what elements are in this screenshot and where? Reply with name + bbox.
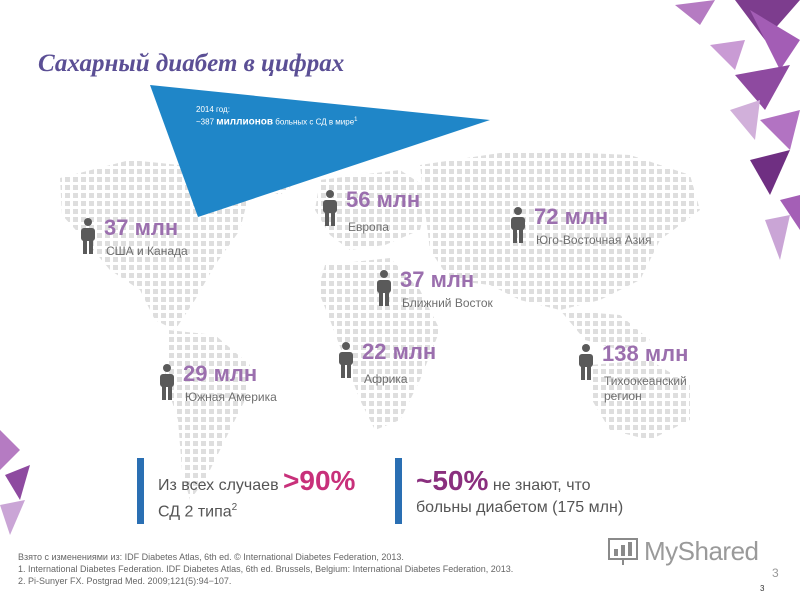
region-value: 29 млн [183,361,258,386]
person-icon [377,270,391,306]
region-label: Юго-Восточная Азия [536,233,652,247]
stat-right-value: ~50% [416,465,489,496]
stat-left-line1: Из всех случаев >90% [158,465,356,496]
person-icon [160,364,174,400]
stat-left: Из всех случаев >90% СД 2 типа2 [158,465,356,523]
page-title: Сахарный диабет в цифрах [38,50,345,77]
region-label: США и Канада [106,244,188,258]
stat-left-value: >90% [283,465,356,496]
region-label-line1: Тихоокеанский [604,374,687,388]
person-icon [511,207,525,243]
presentation-icon [608,537,638,565]
region-label: Европа [348,220,389,234]
callout-total: ~387 миллионов больных с СД в мире1 [196,116,358,128]
stat-right: ~50% не знают, что больны диабетом (175 … [416,465,624,519]
region-label: Тихоокеанский регион [604,374,687,404]
region-value: 138 млн [602,341,689,366]
stat-bar-right [395,458,402,524]
region-value: 22 млн [362,339,437,364]
person-icon [323,190,337,226]
stat-bar-left [137,458,144,524]
stat-right-line1: ~50% не знают, что [416,465,591,496]
decorative-triangles [0,430,30,535]
callout-triangle [150,85,490,217]
logo-text: MyShared [644,536,759,566]
page-number-small: 3 [760,584,765,593]
callout-text: 2014 год: ~387 миллионов больных с СД в … [196,104,358,128]
region-value: 72 млн [534,204,609,229]
region-label: Южная Америка [185,390,277,404]
person-icon [339,342,353,378]
stat-left-line2: СД 2 типа2 [158,502,238,521]
region-label: Ближний Восток [402,296,493,310]
region-label-line2: регион [604,389,642,403]
callout-year: 2014 год: [196,105,230,114]
person-icon [579,344,593,380]
footnote-source: Взято с изменениями из: IDF Diabetes Atl… [18,552,404,562]
region-value: 37 млн [104,215,179,240]
region-value: 37 млн [400,267,475,292]
myshared-logo[interactable]: MyShared [608,536,759,567]
region-label: Африка [364,372,408,386]
page-number-large: 3 [772,566,779,580]
decorative-triangles [675,0,800,260]
footnote-2: 2. Pi-Sunyer FX. Postgrad Med. 2009;121(… [18,576,232,586]
person-icon [81,218,95,254]
region-value: 56 млн [346,187,421,212]
stat-right-line2: больны диабетом (175 млн) [416,499,624,516]
footnote-1: 1. International Diabetes Federation. ID… [18,564,514,574]
